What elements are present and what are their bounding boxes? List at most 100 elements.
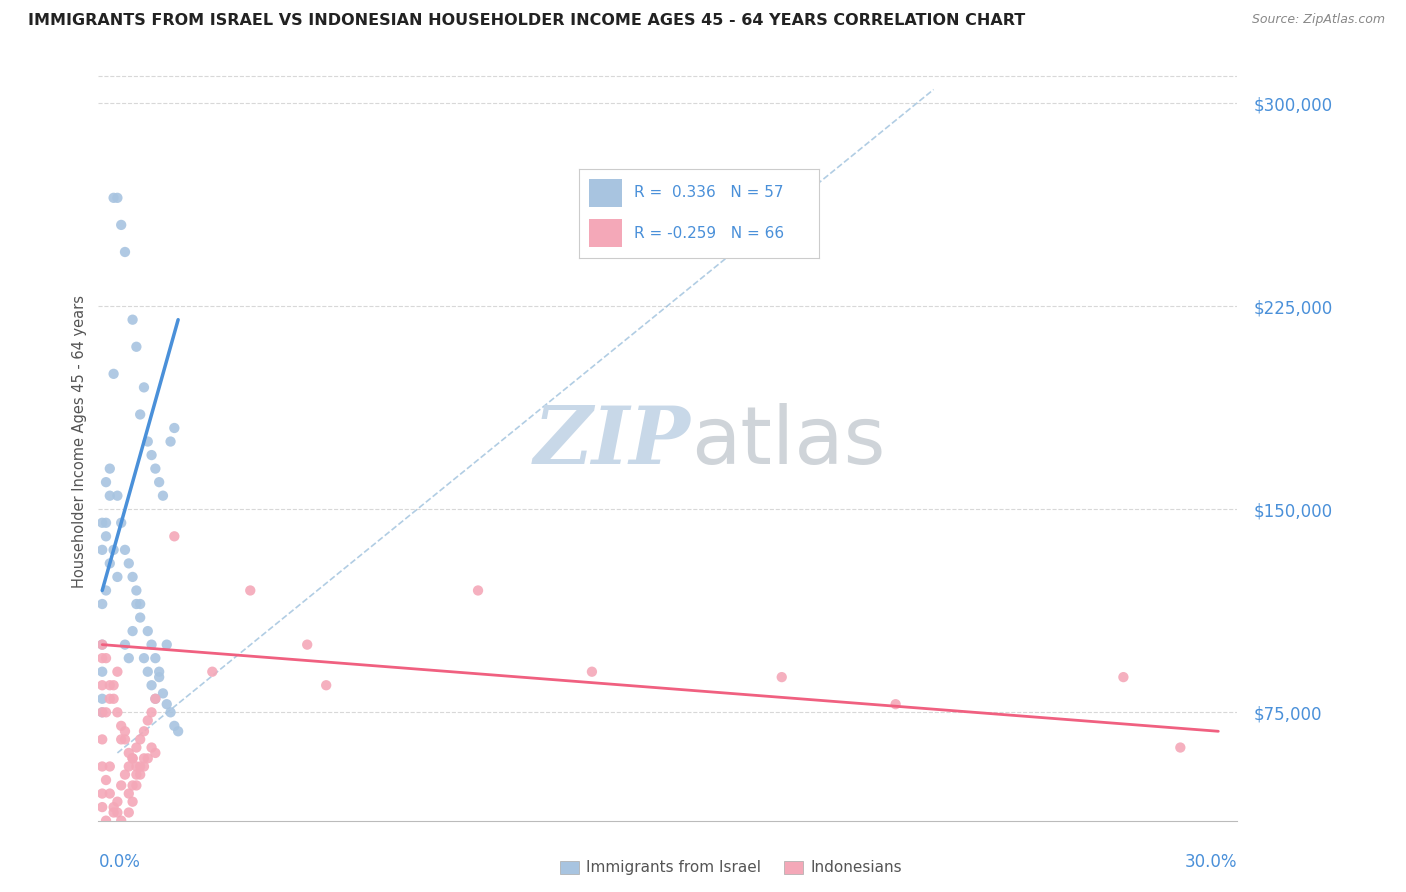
Point <box>1170 740 1192 755</box>
Point <box>145 651 167 665</box>
Point <box>125 779 148 793</box>
Point <box>91 542 114 557</box>
Text: IMMIGRANTS FROM ISRAEL VS INDONESIAN HOUSEHOLDER INCOME AGES 45 - 64 YEARS CORRE: IMMIGRANTS FROM ISRAEL VS INDONESIAN HOU… <box>28 13 1025 29</box>
Point <box>129 732 152 747</box>
Point <box>121 795 143 809</box>
Point <box>103 678 125 692</box>
Bar <box>589 178 621 207</box>
Point <box>159 706 181 720</box>
Point <box>145 461 167 475</box>
Point <box>129 408 152 422</box>
Point <box>132 380 155 394</box>
Point <box>103 691 125 706</box>
Point <box>91 651 114 665</box>
Point <box>121 312 143 326</box>
Point <box>110 218 132 232</box>
Point <box>118 746 141 760</box>
Text: R = -0.259   N = 66: R = -0.259 N = 66 <box>634 226 785 241</box>
Point <box>141 678 163 692</box>
Point <box>91 638 114 652</box>
Point <box>94 583 117 598</box>
Point <box>156 638 179 652</box>
Text: 30.0%: 30.0% <box>1185 853 1237 871</box>
Point <box>136 434 159 449</box>
Point <box>94 651 117 665</box>
Point <box>91 800 114 814</box>
Point <box>145 691 167 706</box>
Point <box>94 814 117 828</box>
Point <box>136 751 159 765</box>
Point <box>110 732 132 747</box>
Text: atlas: atlas <box>690 402 884 481</box>
Point <box>107 570 129 584</box>
Point <box>145 691 167 706</box>
Point <box>91 732 114 747</box>
Point <box>145 746 167 760</box>
Text: Source: ZipAtlas.com: Source: ZipAtlas.com <box>1251 13 1385 27</box>
Point <box>91 759 114 773</box>
Point <box>110 516 132 530</box>
Bar <box>589 219 621 247</box>
Point <box>148 670 170 684</box>
Point <box>118 759 141 773</box>
Point <box>297 638 319 652</box>
Point <box>239 583 262 598</box>
Point <box>125 597 148 611</box>
Point <box>141 638 163 652</box>
Point <box>136 714 159 728</box>
Point <box>91 516 114 530</box>
Point <box>103 805 125 820</box>
Point <box>148 475 170 490</box>
Point <box>98 489 121 503</box>
Point <box>91 787 114 801</box>
Point <box>125 583 148 598</box>
Point <box>94 706 117 720</box>
Point <box>163 719 186 733</box>
Point <box>98 678 121 692</box>
Point <box>110 779 132 793</box>
Point <box>132 651 155 665</box>
Point <box>98 691 121 706</box>
Point <box>107 665 129 679</box>
Point <box>125 740 148 755</box>
Point <box>118 787 141 801</box>
Point <box>152 489 174 503</box>
Point <box>121 624 143 639</box>
Point <box>121 779 143 793</box>
Point <box>884 697 907 711</box>
Point <box>129 759 152 773</box>
Text: R =  0.336   N = 57: R = 0.336 N = 57 <box>634 186 783 201</box>
Point <box>91 597 114 611</box>
Point <box>163 529 186 543</box>
Point <box>103 367 125 381</box>
Legend: Immigrants from Israel, Indonesians: Immigrants from Israel, Indonesians <box>561 861 901 875</box>
Point <box>94 516 117 530</box>
Point <box>91 691 114 706</box>
Point <box>121 570 143 584</box>
Point <box>156 697 179 711</box>
Point <box>107 706 129 720</box>
Point <box>98 557 121 571</box>
Point <box>91 665 114 679</box>
Point <box>94 772 117 787</box>
Text: 0.0%: 0.0% <box>98 853 141 871</box>
Point <box>103 800 125 814</box>
Point <box>129 610 152 624</box>
Point <box>118 651 141 665</box>
Point <box>141 706 163 720</box>
Point <box>107 805 129 820</box>
Point <box>107 795 129 809</box>
Point <box>132 724 155 739</box>
Point <box>136 624 159 639</box>
Point <box>98 759 121 773</box>
Point <box>467 583 489 598</box>
Point <box>98 461 121 475</box>
Text: ZIP: ZIP <box>534 403 690 480</box>
Point <box>141 448 163 462</box>
Y-axis label: Householder Income Ages 45 - 64 years: Householder Income Ages 45 - 64 years <box>72 295 87 588</box>
Point <box>114 732 136 747</box>
Point <box>132 759 155 773</box>
Point <box>132 751 155 765</box>
Point <box>110 719 132 733</box>
Point <box>201 665 224 679</box>
